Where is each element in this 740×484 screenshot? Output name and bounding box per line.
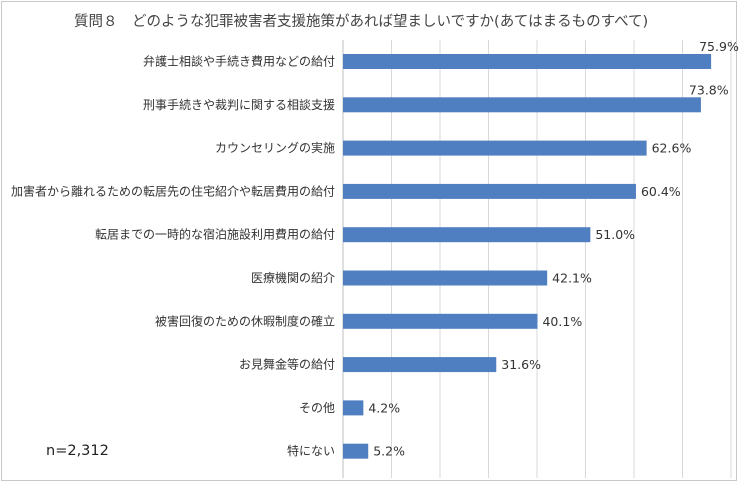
bar bbox=[343, 140, 647, 156]
bar bbox=[343, 54, 712, 69]
category-label: その他 bbox=[299, 401, 335, 415]
category-label: 加害者から離れるための転居先の住宅紹介や転居費用の給付 bbox=[11, 183, 335, 198]
value-labels: 75.9% 73.8% 62.6% 60.4% 51.0% 42.1% 40.1% 31.6%… bbox=[368, 39, 739, 459]
bar bbox=[343, 270, 548, 286]
data-label: 42.1% bbox=[552, 271, 592, 286]
data-label: 60.4% bbox=[641, 184, 681, 199]
data-label: 51.0% bbox=[595, 227, 635, 242]
data-label: 40.1% bbox=[542, 314, 582, 329]
data-label: 4.2% bbox=[368, 400, 400, 415]
category-label: 被害回復のための休暇制度の確立 bbox=[155, 313, 335, 328]
bar bbox=[343, 357, 497, 373]
data-label: 62.6% bbox=[652, 141, 692, 156]
category-label: 医療機関の紹介 bbox=[251, 270, 335, 285]
bar bbox=[343, 227, 591, 243]
bar bbox=[343, 183, 636, 199]
bars bbox=[343, 54, 712, 459]
data-label: 31.6% bbox=[501, 357, 541, 372]
category-label: 転居までの一時的な宿泊施設利用費用の給付 bbox=[95, 227, 335, 242]
data-label: 75.9% bbox=[699, 39, 739, 54]
category-label: 刑事手続きや裁判に関する相談支援 bbox=[143, 97, 335, 112]
category-label: 弁護士相談や手続き費用などの給付 bbox=[143, 54, 335, 69]
bar bbox=[343, 443, 369, 459]
category-label: カウンセリングの実施 bbox=[215, 140, 335, 155]
data-label: 73.8% bbox=[689, 82, 729, 97]
gridlines bbox=[342, 40, 732, 478]
data-label: 5.2% bbox=[373, 444, 405, 459]
sample-size-note: n=2,312 bbox=[46, 443, 109, 459]
category-label: 特にない bbox=[287, 443, 335, 458]
category-labels: 弁護士相談や手続き費用などの給付刑事手続きや裁判に関する相談支援カウンセリングの… bbox=[11, 54, 335, 459]
chart-title: 質問８ どのような犯罪被害者支援施策があれば望ましいですか(あてはまるものすべて… bbox=[74, 14, 649, 30]
bar bbox=[343, 313, 538, 329]
bar bbox=[343, 400, 364, 416]
bar bbox=[343, 97, 701, 113]
category-label: お見舞金等の給付 bbox=[239, 357, 335, 372]
